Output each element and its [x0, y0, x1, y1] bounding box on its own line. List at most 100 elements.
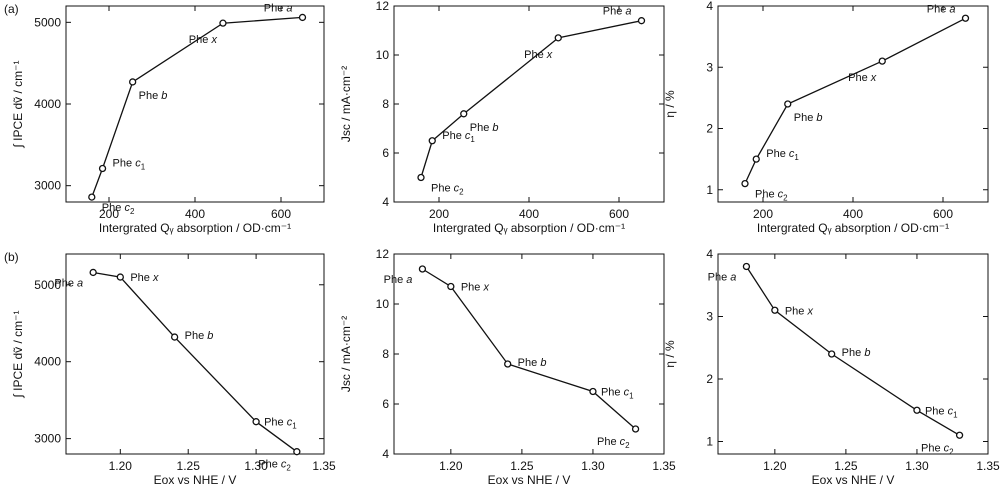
x-tick-label: 200 — [753, 207, 773, 221]
x-tick-label: 1.25 — [510, 459, 534, 473]
data-label: Phe b — [185, 330, 214, 342]
y-axis-label: ∫ IPCE dṽ / cm⁻¹ — [11, 61, 25, 149]
data-label: Phe b — [842, 347, 871, 359]
chart-a1: 200 400 600 3000 4000 5000 Intergrated Qᵧ abso… — [11, 2, 325, 235]
plot-frame — [393, 253, 665, 455]
y-axis-label: η / % — [663, 340, 677, 368]
x-tick-label: 1.35 — [652, 459, 676, 473]
x-axis-label: Intergrated Qᵧ absorption / OD·cm⁻¹ — [99, 221, 291, 235]
data-point — [98, 164, 107, 173]
y-tick-label: 3 — [706, 310, 713, 324]
x-tick-label: 1.30 — [244, 459, 268, 473]
y-tick-label: 8 — [382, 97, 389, 111]
data-point — [219, 19, 227, 27]
data-label: Phe a — [708, 272, 737, 284]
data-point — [752, 155, 760, 163]
data-label: Phe x — [189, 34, 218, 46]
data-label: Phe b — [139, 90, 168, 102]
y-tick-label: 2 — [706, 372, 713, 386]
y-tick-label: 12 — [376, 0, 390, 13]
data-label: Phe a — [927, 3, 956, 15]
x-tick-label: 600 — [271, 207, 291, 221]
data-point — [828, 350, 836, 358]
x-tick-label: 1.20 — [109, 459, 133, 473]
x-axis-label: Eox vs NHE / V — [812, 473, 895, 485]
x-tick-label: 1.35 — [312, 459, 336, 473]
plot-frame — [65, 253, 325, 455]
y-tick-label: 4 — [706, 247, 713, 261]
data-point — [89, 268, 97, 277]
data-point — [428, 137, 436, 145]
x-tick-label: 400 — [843, 207, 863, 221]
y-tick-label: 6 — [382, 397, 389, 411]
x-tick-label: 1.35 — [976, 459, 1000, 473]
data-label: Phe b — [794, 112, 823, 124]
data-point — [447, 282, 455, 291]
data-point — [116, 273, 124, 281]
data-point — [637, 17, 646, 25]
y-tick-label: 5000 — [34, 15, 61, 29]
y-tick-label: 2 — [706, 122, 713, 136]
data-point — [878, 57, 886, 65]
x-tick-label: 400 — [185, 207, 205, 221]
data-label: Phe c1 — [925, 405, 958, 419]
data-label: Phe a — [264, 2, 293, 14]
x-tick-label: 600 — [933, 207, 953, 221]
data-point — [504, 360, 512, 368]
data-label: Phe c2 — [431, 183, 464, 197]
data-label: Phe c2 — [102, 202, 135, 216]
data-label: Phe c1 — [766, 148, 799, 162]
data-point — [771, 306, 779, 314]
series-line — [422, 268, 637, 430]
y-tick-label: 3 — [706, 60, 713, 74]
data-point — [298, 13, 307, 22]
x-tick-label: 200 — [429, 207, 449, 221]
x-axis-label: Intergrated Qᵧ absorption / OD·cm⁻¹ — [433, 221, 625, 235]
y-tick-label: 3000 — [34, 179, 61, 193]
y-axis-label: η / % — [663, 90, 677, 118]
data-label: Phe c1 — [264, 417, 297, 431]
data-label: Phe x — [524, 49, 553, 61]
data-point — [293, 448, 301, 456]
plot-frame — [393, 5, 665, 203]
y-axis-label: Jsc / mA·cm⁻² — [339, 66, 353, 142]
data-point — [417, 173, 425, 182]
data-point — [913, 406, 921, 414]
data-label: Phe c1 — [113, 158, 146, 172]
data-label: Phe a — [603, 6, 632, 18]
y-tick-label: 4000 — [34, 355, 61, 369]
chart-a2: 200 400 600 4 6 8 10 12 Intergrated Qᵧ absorptio… — [339, 0, 665, 235]
y-tick-label: 12 — [376, 247, 390, 261]
data-label: Phe c2 — [755, 189, 788, 203]
y-axis-label: Jsc / mA·cm⁻² — [339, 316, 353, 392]
data-label: Phe x — [848, 72, 877, 84]
chart-b2: 1.20 1.25 1.30 1.35 4 6 8 10 12 Eox vs NHE / V Jsc… — [339, 247, 676, 487]
data-point — [955, 431, 964, 439]
data-point — [784, 100, 792, 108]
x-tick-label: 1.20 — [439, 459, 463, 473]
y-tick-label: 4000 — [34, 97, 61, 111]
plot-frame — [717, 253, 989, 455]
data-label: Phe x — [785, 305, 814, 317]
data-label: Phe c1 — [442, 130, 475, 144]
data-point — [418, 265, 427, 273]
data-point — [460, 110, 468, 118]
x-tick-label: 200 — [99, 207, 119, 221]
data-point — [742, 262, 751, 271]
data-label: Phe x — [461, 282, 490, 294]
x-tick-label: 1.30 — [581, 459, 605, 473]
x-axis-label: Eox vs NHE / V — [154, 473, 237, 485]
data-label: Phe x — [130, 272, 159, 284]
y-tick-label: 6 — [382, 146, 389, 160]
x-tick-label: 1.25 — [834, 459, 858, 473]
y-tick-label: 4 — [706, 0, 713, 13]
data-point — [589, 387, 597, 396]
x-axis-label: Eox vs NHE / V — [488, 473, 571, 485]
panel-b-label: (b) — [4, 250, 19, 264]
y-tick-label: 10 — [376, 48, 390, 62]
chart-b3: 1.20 1.25 1.30 1.35 1 2 3 4 Eox vs NHE / V η / % P… — [663, 247, 1000, 487]
y-tick-label: 5000 — [34, 278, 61, 292]
data-label: Phe c2 — [921, 442, 954, 456]
